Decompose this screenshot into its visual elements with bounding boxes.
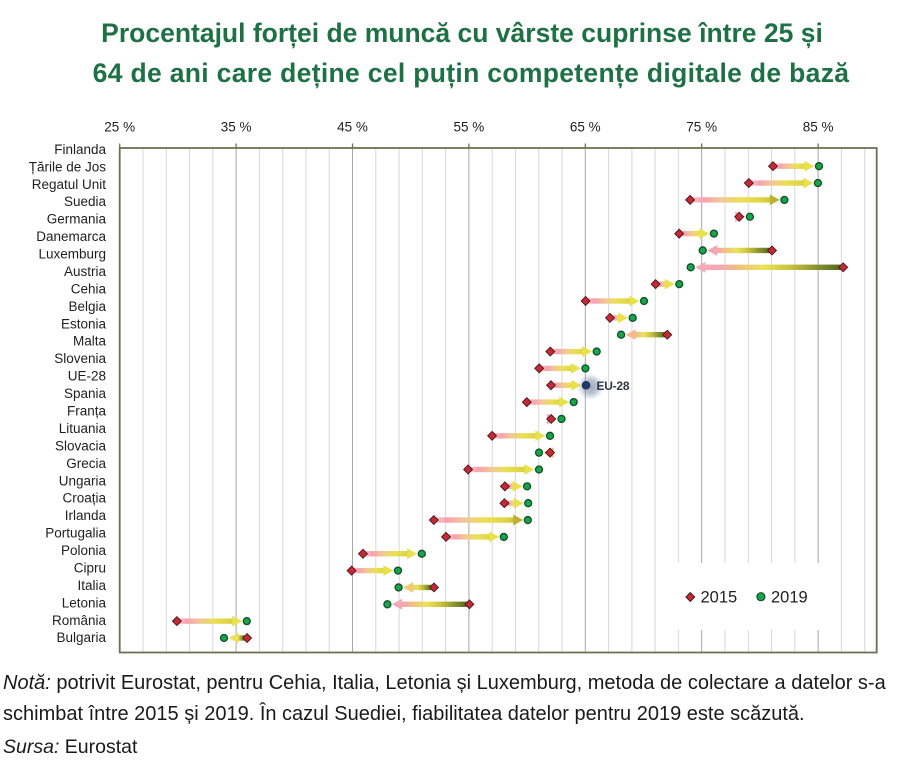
svg-text:Germania: Germania (47, 212, 107, 227)
svg-text:Lituania: Lituania (59, 421, 107, 436)
svg-text:2019: 2019 (771, 589, 808, 607)
svg-text:55 %: 55 % (454, 120, 485, 135)
svg-text:Danemarca: Danemarca (36, 229, 106, 244)
svg-text:35 %: 35 % (221, 120, 252, 135)
svg-text:75 %: 75 % (686, 120, 717, 135)
svg-text:Ungaria: Ungaria (59, 473, 107, 488)
svg-text:Austria: Austria (64, 264, 107, 279)
svg-text:Irlanda: Irlanda (65, 508, 107, 523)
svg-text:Estonia: Estonia (61, 316, 107, 331)
svg-text:Luxemburg: Luxemburg (38, 247, 106, 262)
svg-text:Polonia: Polonia (61, 543, 107, 558)
svg-text:Slovenia: Slovenia (54, 351, 106, 366)
svg-text:Belgia: Belgia (68, 299, 106, 314)
svg-text:Cehia: Cehia (71, 281, 107, 296)
svg-text:EU-28: EU-28 (597, 379, 630, 393)
svg-text:Finlanda: Finlanda (54, 142, 106, 157)
svg-text:45 %: 45 % (337, 120, 368, 135)
svg-text:Suedia: Suedia (64, 194, 107, 209)
svg-text:Regatul Unit: Regatul Unit (32, 177, 107, 192)
svg-text:Franța: Franța (67, 404, 107, 419)
svg-text:Slovacia: Slovacia (55, 438, 107, 453)
svg-text:Portugalia: Portugalia (45, 526, 106, 541)
svg-text:Italia: Italia (77, 578, 106, 593)
svg-text:Croația: Croația (62, 491, 106, 506)
svg-text:Malta: Malta (73, 334, 107, 349)
svg-text:România: România (52, 613, 107, 628)
svg-text:Letonia: Letonia (62, 595, 107, 610)
svg-text:25 %: 25 % (104, 120, 135, 135)
svg-text:65 %: 65 % (570, 120, 601, 135)
svg-text:UE-28: UE-28 (68, 369, 106, 384)
svg-text:Spania: Spania (64, 386, 107, 401)
svg-text:Cipru: Cipru (74, 561, 106, 576)
svg-text:85 %: 85 % (803, 120, 834, 135)
svg-text:Grecia: Grecia (66, 456, 106, 471)
svg-text:2015: 2015 (701, 589, 738, 607)
svg-text:Bulgaria: Bulgaria (56, 630, 106, 645)
svg-text:Țările de Jos: Țările de Jos (29, 159, 107, 174)
